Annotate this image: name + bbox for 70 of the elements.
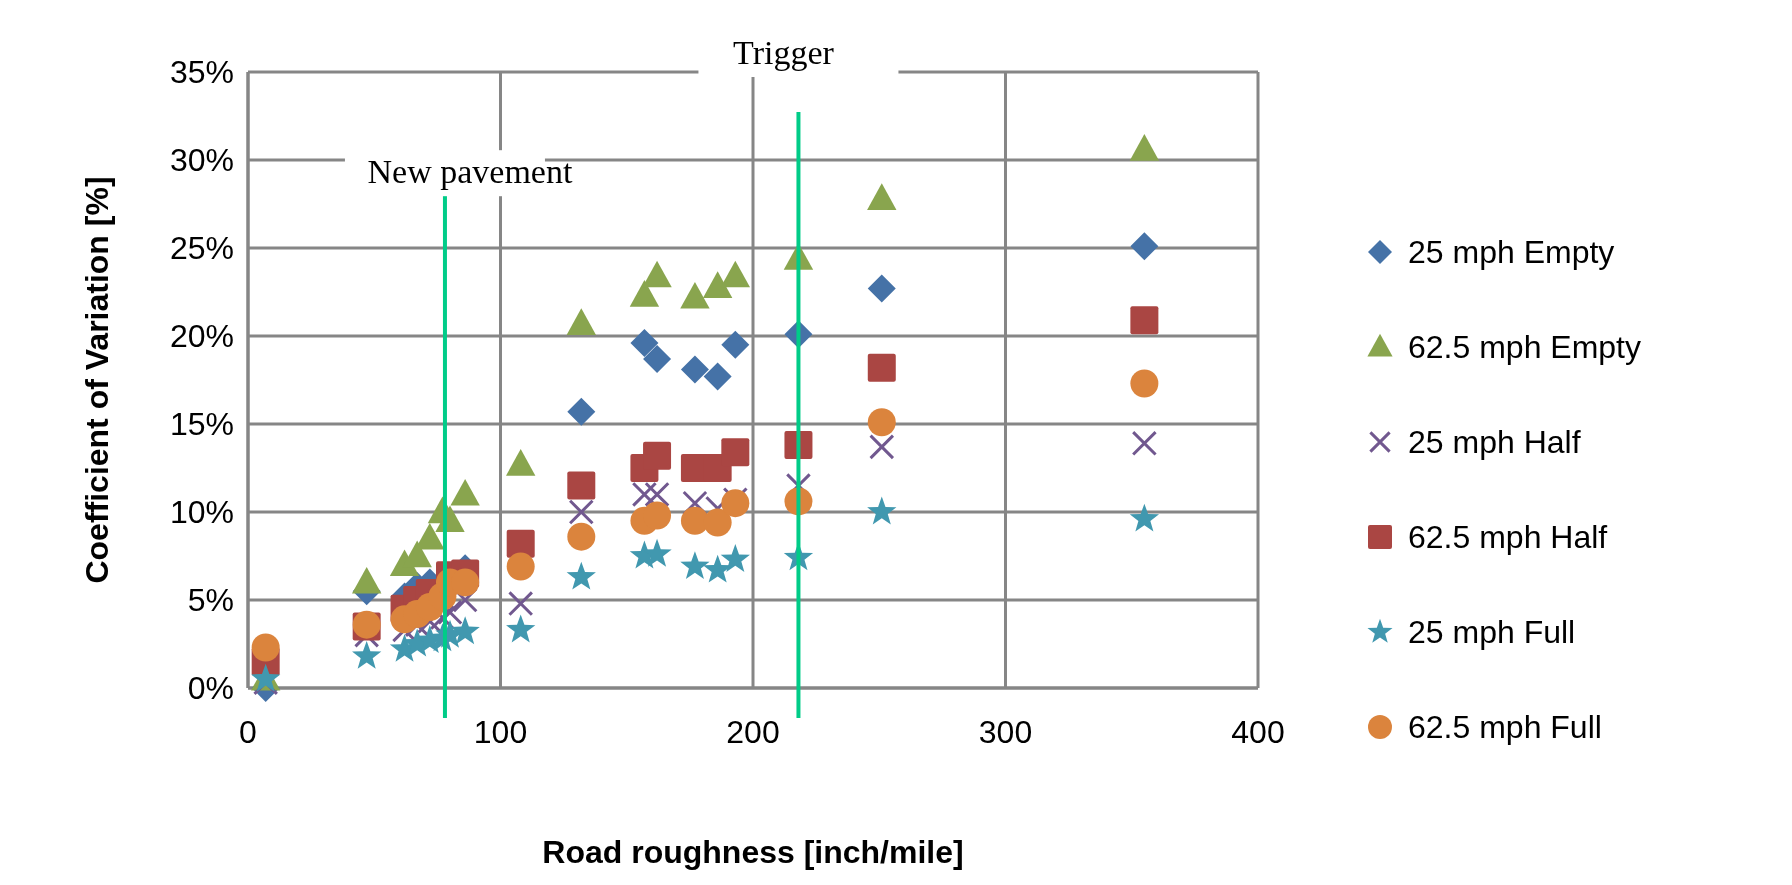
point [680, 355, 709, 384]
point [703, 362, 732, 391]
point [703, 508, 732, 537]
point [1130, 232, 1159, 261]
point [867, 274, 896, 303]
point [644, 481, 670, 508]
y-tick-label: 10% [169, 494, 234, 531]
point [630, 329, 659, 358]
point [506, 552, 535, 581]
point [450, 479, 480, 506]
point [702, 271, 733, 298]
point [867, 353, 896, 382]
x-tick-label: 0 [239, 714, 257, 750]
point [566, 308, 596, 335]
point [721, 330, 750, 359]
point [251, 633, 280, 662]
point [631, 481, 658, 508]
point [629, 280, 660, 307]
x-tick-label: 300 [978, 714, 1033, 750]
ref-line-label: Trigger [733, 34, 835, 71]
point [867, 408, 896, 437]
y-tick-label: 35% [169, 54, 234, 91]
ref-line-label: New pavement [367, 153, 573, 191]
point [721, 489, 750, 518]
x-tick-label: 100 [473, 714, 528, 750]
point [352, 640, 382, 669]
point [680, 281, 710, 309]
point [720, 260, 751, 288]
point [567, 397, 596, 426]
legend-label: 25 mph Full [1408, 614, 1576, 651]
point [869, 434, 895, 460]
point [566, 561, 596, 590]
point [680, 551, 710, 580]
y-tick-label: 25% [169, 230, 234, 267]
point [642, 260, 672, 288]
point [508, 590, 534, 617]
point [867, 496, 897, 525]
point [643, 501, 672, 530]
point [1130, 369, 1159, 398]
point [1131, 430, 1158, 457]
point [568, 499, 594, 525]
legend-label: 25 mph Empty [1408, 234, 1615, 271]
point [415, 523, 445, 550]
point [721, 438, 750, 467]
x-axis-title: Road roughness [inch/mile] [542, 834, 964, 870]
legend-label: 62.5 mph Half [1408, 519, 1608, 556]
y-tick-label: 0% [187, 670, 234, 707]
point [1129, 503, 1160, 532]
point [720, 544, 750, 572]
y-tick-label: 15% [169, 406, 234, 443]
y-tick-label: 30% [169, 142, 234, 179]
point [867, 183, 897, 210]
legend-label: 62.5 mph Full [1408, 709, 1602, 746]
x-tick-label: 400 [1231, 714, 1285, 750]
legend-label: 62.5 mph Empty [1408, 329, 1641, 366]
point [506, 449, 536, 476]
y-tick-label: 20% [169, 318, 234, 355]
point [450, 616, 480, 645]
point [643, 344, 672, 373]
point [567, 471, 596, 500]
point [351, 567, 382, 594]
y-axis-title: Coefficient of Variation [%] [79, 176, 115, 584]
point [1129, 134, 1160, 161]
point [680, 506, 709, 535]
point [567, 522, 596, 551]
y-tick-label: 5% [187, 582, 234, 619]
point [506, 614, 536, 643]
x-tick-label: 200 [726, 714, 780, 750]
legend-label: 25 mph Half [1408, 424, 1581, 461]
point [1130, 306, 1159, 335]
